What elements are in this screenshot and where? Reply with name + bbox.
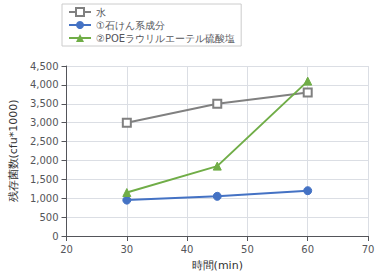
- svg-text:3,500: 3,500: [30, 98, 59, 109]
- svg-text:4,000: 4,000: [30, 79, 59, 90]
- svg-text:時間(min): 時間(min): [192, 259, 243, 272]
- svg-text:500: 500: [39, 212, 58, 223]
- svg-text:2,500: 2,500: [30, 136, 59, 147]
- svg-text:70: 70: [362, 244, 375, 255]
- svg-text:1,000: 1,000: [30, 193, 59, 204]
- svg-text:50: 50: [241, 244, 254, 255]
- svg-text:水: 水: [96, 7, 106, 18]
- svg-text:2,000: 2,000: [30, 155, 59, 166]
- svg-text:残存菌数(cfu*1000): 残存菌数(cfu*1000): [7, 100, 20, 203]
- svg-text:20: 20: [60, 244, 73, 255]
- svg-text:②POEラウリルエーテル硫酸塩: ②POEラウリルエーテル硫酸塩: [96, 33, 235, 44]
- svg-text:40: 40: [181, 244, 194, 255]
- svg-text:3,000: 3,000: [30, 117, 59, 128]
- svg-text:1,500: 1,500: [30, 174, 59, 185]
- svg-text:30: 30: [120, 244, 133, 255]
- svg-text:60: 60: [301, 244, 314, 255]
- svg-text:0: 0: [52, 231, 58, 242]
- svg-text:4,500: 4,500: [30, 61, 59, 72]
- svg-text:①石けん系成分: ①石けん系成分: [96, 20, 165, 31]
